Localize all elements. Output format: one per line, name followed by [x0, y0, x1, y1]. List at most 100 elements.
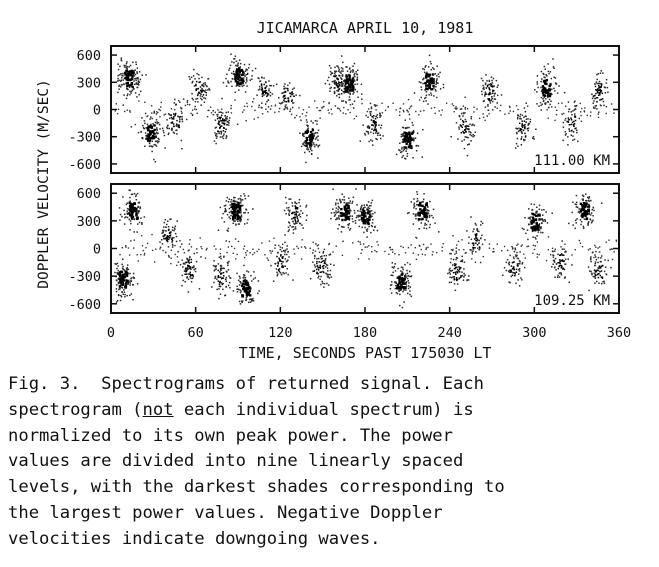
spectral-dot: [436, 96, 438, 99]
spectral-dot: [252, 278, 255, 280]
spectral-dot: [341, 74, 344, 76]
spectral-dot: [124, 76, 127, 80]
spectral-dot: [591, 272, 593, 275]
spectral-dot: [533, 138, 535, 140]
spectral-dot: [150, 116, 152, 118]
spectral-dot: [295, 222, 297, 224]
spectral-dot: [127, 93, 129, 95]
spectral-dot: [236, 82, 240, 85]
spectral-dot: [227, 227, 230, 230]
spectral-dot: [126, 268, 128, 271]
spectral-dot: [540, 70, 543, 73]
spectral-dot: [197, 93, 199, 95]
spectral-dot: [492, 77, 495, 80]
spectral-dot: [337, 78, 339, 81]
spectral-dot: [194, 105, 196, 108]
spectral-dot: [160, 101, 163, 104]
spectral-dot: [306, 121, 308, 123]
spectral-dot: [226, 229, 228, 232]
spectral-dot: [246, 281, 249, 284]
spectral-dot: [277, 273, 279, 275]
spectral-dot: [120, 294, 122, 297]
spectral-dot: [408, 131, 411, 134]
spectral-dot: [590, 258, 592, 261]
spectral-dot: [560, 246, 562, 248]
spectral-dot: [488, 93, 491, 95]
spectral-dot: [151, 150, 153, 153]
spectral-dot: [284, 83, 286, 85]
spectral-dot: [580, 120, 583, 123]
spectral-dot: [367, 222, 370, 226]
spectral-dot: [157, 141, 159, 144]
spectral-dot: [417, 219, 420, 222]
spectral-dot: [414, 246, 416, 249]
spectral-dot: [399, 304, 401, 307]
spectral-dot: [126, 94, 129, 97]
spectral-dot: [187, 266, 189, 268]
spectral-dot: [538, 218, 541, 221]
spectral-dot: [472, 230, 474, 233]
spectral-dot: [416, 212, 419, 215]
spectral-dot: [236, 204, 240, 208]
spectral-dot: [407, 287, 410, 290]
spectral-dot: [465, 127, 467, 129]
spectral-dot: [184, 104, 187, 107]
spectral-dot: [435, 79, 438, 82]
spectral-dot: [136, 254, 138, 256]
caption-emphasis-not: not: [142, 399, 174, 420]
spectral-dot: [153, 158, 155, 161]
spectral-dot: [415, 215, 417, 217]
spectral-dot: [224, 294, 227, 296]
spectral-dot: [240, 284, 244, 288]
spectral-dot: [324, 260, 326, 262]
spectral-dot: [328, 242, 331, 245]
spectral-dot: [582, 225, 585, 228]
spectral-dot: [119, 74, 121, 76]
spectral-dot: [227, 230, 229, 232]
spectral-dot: [403, 289, 405, 291]
spectral-dot: [257, 116, 259, 119]
spectral-dot: [136, 72, 138, 75]
spectral-dot: [574, 100, 576, 102]
spectral-dot: [163, 134, 166, 137]
spectral-dot: [295, 210, 298, 213]
spectral-dot: [509, 110, 511, 112]
spectral-dot: [368, 210, 371, 213]
spectral-dot: [538, 105, 540, 107]
spectral-dot: [147, 133, 150, 136]
spectral-dot: [244, 75, 246, 77]
spectral-dot: [134, 123, 137, 126]
spectral-dot: [336, 77, 338, 79]
spectral-dot: [237, 279, 240, 282]
spectral-dot: [240, 218, 242, 221]
spectral-dot: [482, 84, 484, 87]
spectral-dot: [326, 276, 329, 278]
spectral-dot: [195, 83, 197, 86]
spectral-dot: [562, 254, 565, 256]
spectral-dot: [239, 210, 242, 212]
spectral-dot: [458, 268, 461, 271]
spectral-dot: [282, 91, 285, 94]
spectral-dot: [568, 118, 571, 121]
spectral-dot: [474, 261, 477, 264]
spectral-dot: [480, 77, 483, 80]
spectral-dot: [117, 282, 120, 285]
spectral-dot: [388, 253, 390, 256]
spectral-dot: [179, 118, 181, 121]
spectral-dot: [265, 91, 268, 94]
spectral-dot: [526, 245, 528, 248]
spectral-dot: [536, 83, 539, 85]
spectral-dot: [227, 262, 229, 265]
spectral-dot: [275, 83, 278, 86]
spectral-dot: [449, 273, 451, 275]
spectral-dot: [222, 275, 225, 277]
spectral-dot: [429, 200, 431, 203]
spectral-dot: [155, 119, 158, 121]
spectral-dot: [220, 120, 222, 122]
spectral-dot: [542, 86, 546, 90]
spectral-dot: [368, 258, 370, 260]
spectral-dot: [272, 280, 275, 282]
spectral-dot: [320, 275, 322, 278]
spectral-dot: [464, 106, 467, 109]
